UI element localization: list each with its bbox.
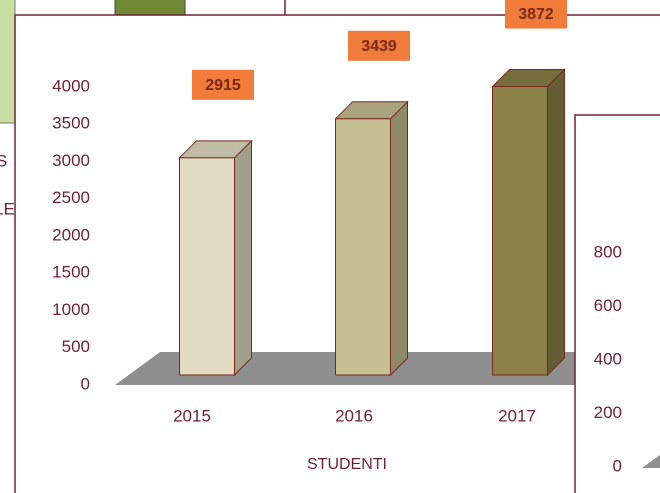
y-tick-label: 4000: [52, 76, 90, 95]
value-label: 3439: [361, 38, 397, 55]
value-label-box: [192, 69, 254, 100]
value-label: 2915: [205, 77, 241, 94]
bg-panel-left: [0, 0, 16, 124]
y-tick-label: 2000: [52, 225, 90, 244]
bar: [334, 100, 409, 377]
bar-side: [547, 68, 565, 377]
bar: [491, 68, 566, 377]
y-tick-label: 2500: [52, 188, 90, 207]
y-tick-label: 400: [594, 349, 622, 368]
y-tick-label: 0: [613, 456, 622, 475]
value-label-box: [348, 30, 410, 61]
x-tick-label: 2015: [173, 406, 211, 425]
x-tick-label: 2016: [335, 406, 373, 425]
y-tick-label: 1500: [52, 263, 90, 282]
bar-side: [390, 100, 408, 377]
y-tick-label: 800: [594, 242, 622, 261]
right-panel: [574, 114, 660, 493]
fragment-text: LE: [0, 199, 15, 218]
y-tick-label: 500: [62, 337, 90, 356]
x-tick-label: 2017: [498, 406, 536, 425]
x-axis-label: STUDENTI: [307, 456, 387, 473]
fragment-text: S: [0, 151, 7, 170]
bar-side: [234, 139, 252, 377]
right-chart: 0 200 400 600 800: [594, 242, 622, 475]
bar-front: [179, 157, 235, 376]
y-tick-label: 600: [594, 296, 622, 315]
bg-bar: [114, 0, 186, 16]
value-label: 3872: [518, 6, 554, 23]
y-tick-label: 3000: [52, 151, 90, 170]
bar-front: [335, 118, 391, 376]
y-tick-label: 1000: [52, 300, 90, 319]
y-tick-label: 3500: [52, 114, 90, 133]
right-floor: [642, 455, 660, 468]
y-tick-label: 200: [594, 403, 622, 422]
main-chart: 0 500 1000 1500 2000 2500 3000 3500 4000 2915 2015…: [52, 0, 600, 473]
bar: [178, 139, 253, 377]
value-label-box: [505, 0, 567, 29]
bar-front: [492, 86, 548, 376]
y-tick-label: 0: [81, 374, 90, 393]
